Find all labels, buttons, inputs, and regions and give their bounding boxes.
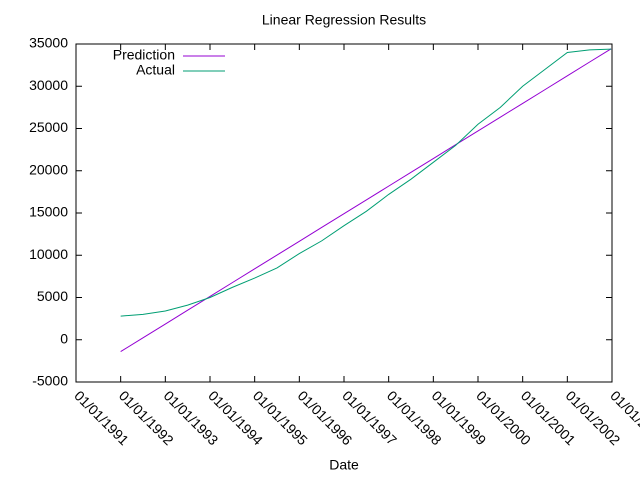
series-line bbox=[120, 48, 612, 317]
y-tick-label: 35000 bbox=[29, 35, 68, 51]
y-tick-label: 30000 bbox=[29, 77, 68, 93]
legend-label: Actual bbox=[136, 62, 175, 78]
y-tick-label: 25000 bbox=[29, 119, 68, 135]
x-axis-label: Date bbox=[329, 457, 359, 473]
chart-title: Linear Regression Results bbox=[262, 12, 426, 28]
plot-border bbox=[75, 43, 613, 383]
legend-label: Prediction bbox=[113, 47, 175, 63]
y-tick-label: 20000 bbox=[29, 161, 68, 177]
y-tick-label: 15000 bbox=[29, 204, 68, 220]
y-tick-label: 0 bbox=[60, 330, 68, 346]
y-tick-label: 5000 bbox=[37, 288, 68, 304]
series-line bbox=[120, 48, 612, 353]
y-tick-label: 10000 bbox=[29, 246, 68, 262]
y-tick-label: -5000 bbox=[32, 373, 68, 389]
